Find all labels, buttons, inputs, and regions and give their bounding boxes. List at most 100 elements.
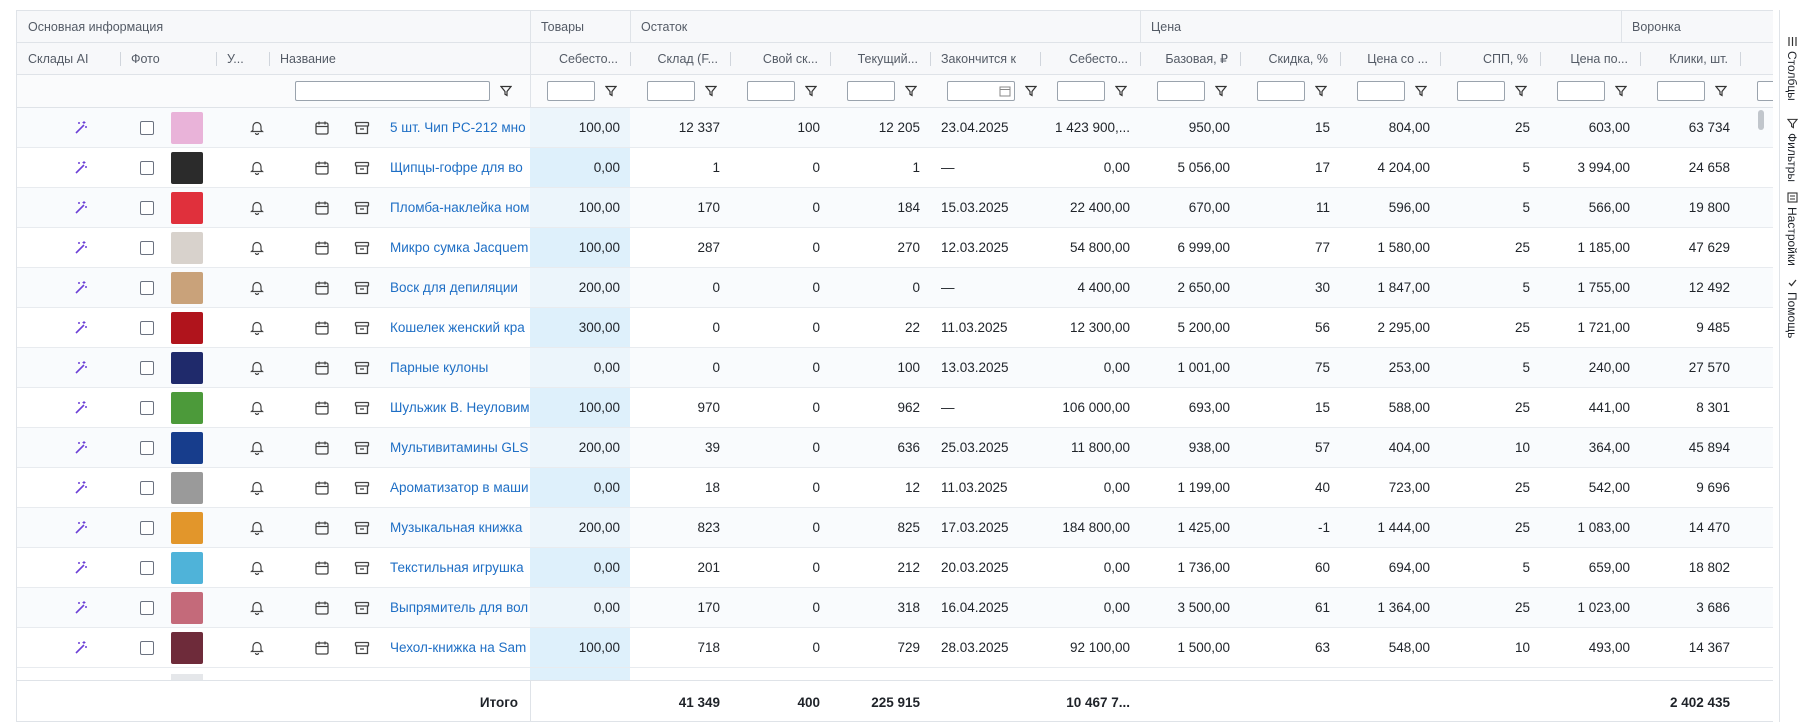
archive-box-icon[interactable] [354,148,372,187]
bell-icon[interactable] [250,268,266,307]
product-photo[interactable] [171,188,205,227]
product-name-link[interactable]: Кошелек женский кра [390,320,525,335]
magic-wand-icon[interactable] [73,388,93,427]
archive-box-icon[interactable] [354,348,372,387]
bell-icon[interactable] [250,308,266,347]
magic-wand-icon[interactable] [73,428,93,467]
row-checkbox[interactable] [140,468,158,507]
calendar-icon[interactable] [314,628,332,667]
archive-box-icon[interactable] [354,108,372,147]
magic-wand-icon[interactable] [73,228,93,267]
magic-wand-icon[interactable] [73,468,93,507]
column-header-current[interactable]: Текущий... [857,51,918,66]
filter-discount-input[interactable] [1257,81,1305,101]
column-header-ends[interactable]: Закончится к [941,51,1017,66]
filter-price-discount-input[interactable] [1357,81,1405,101]
table-row[interactable]: Микро сумка Jacquem 100,00 287 0 270 54 800,0… [17,228,1773,268]
product-name-link[interactable]: Шульжик В. Неуловим [390,400,530,415]
bell-icon[interactable] [250,588,266,627]
bell-icon[interactable] [250,628,266,667]
magic-wand-icon[interactable] [73,548,93,587]
calendar-icon[interactable] [314,268,332,307]
side-tab-filters[interactable]: Фильтры [1780,118,1803,182]
bell-icon[interactable] [250,428,266,467]
calendar-icon[interactable] [314,428,332,467]
product-photo[interactable] [171,228,205,267]
filter-funnel-icon[interactable] [1415,85,1427,97]
column-header-spp[interactable]: СПП, % [1482,51,1528,66]
filter-ends-date[interactable] [947,81,1015,101]
filter-funnel-icon[interactable] [705,85,717,97]
calendar-icon[interactable] [314,588,332,627]
calendar-icon[interactable] [314,508,332,547]
filter-funnel-icon[interactable] [1615,85,1627,97]
calendar-icon[interactable] [314,228,332,267]
filter-funnel-icon[interactable] [1025,85,1037,97]
magic-wand-icon[interactable] [73,148,93,187]
bell-icon[interactable] [250,108,266,147]
product-name-link[interactable]: Микро сумка Jacquem [390,240,529,255]
table-row[interactable]: Мультивитамины GLS 200,00 39 0 636 11 800,00 9… [17,428,1773,468]
filter-base-price-input[interactable] [1157,81,1205,101]
column-header-ai[interactable]: Склады AI [28,51,89,66]
bell-icon[interactable] [250,148,266,187]
magic-wand-icon[interactable] [73,348,93,387]
archive-box-icon[interactable] [354,628,372,667]
product-name-link[interactable]: Ароматизатор в маши [390,480,529,495]
archive-box-icon[interactable] [354,388,372,427]
table-row[interactable]: Выпрямитель для вол 0,00 170 0 318 0,00 3 500,… [17,588,1773,628]
row-checkbox[interactable] [140,308,158,347]
product-name-link[interactable]: Выпрямитель для вол [390,600,529,615]
table-row[interactable]: Музыкальная книжка 200,00 823 0 825 184 800,0… [17,508,1773,548]
row-checkbox[interactable] [140,508,158,547]
magic-wand-icon[interactable] [73,588,93,627]
calendar-icon[interactable] [314,388,332,427]
column-header-cost[interactable]: Себесто... [558,51,618,66]
side-tab-columns[interactable]: Столбцы [1780,36,1803,101]
calendar-icon[interactable] [314,148,332,187]
product-name-link[interactable]: Щипцы-гофре для во [390,160,523,175]
table-row[interactable]: Кошелек женский кра 300,00 0 0 22 12 300,00 5 … [17,308,1773,348]
filter-funnel-icon[interactable] [1715,85,1727,97]
filter-current-input[interactable] [847,81,895,101]
column-header-price-after[interactable]: Цена по... [1570,51,1628,66]
filter-funnel-icon[interactable] [1115,85,1127,97]
archive-box-icon[interactable] [354,508,372,547]
filter-cost-total-input[interactable] [1057,81,1105,101]
table-row[interactable]: Текстильная игрушка 0,00 201 0 212 0,00 1 736,… [17,548,1773,588]
row-checkbox[interactable] [140,388,158,427]
filter-spp-input[interactable] [1457,81,1505,101]
archive-box-icon[interactable] [354,468,372,507]
product-photo[interactable] [171,468,205,507]
calendar-icon[interactable] [314,548,332,587]
row-checkbox[interactable] [140,628,158,667]
product-name-link[interactable]: 5 шт. Чип PC-212 мно [390,120,526,135]
magic-wand-icon[interactable] [73,508,93,547]
row-checkbox[interactable] [140,228,158,267]
product-name-link[interactable]: Парные кулоны [390,360,489,375]
product-photo[interactable] [171,508,205,547]
filter-funnel-icon[interactable] [1215,85,1227,97]
filter-funnel-icon[interactable] [905,85,917,97]
archive-box-icon[interactable] [354,548,372,587]
product-photo[interactable] [171,428,205,467]
filter-funnel-icon[interactable] [1515,85,1527,97]
calendar-icon[interactable] [314,348,332,387]
magic-wand-icon[interactable] [73,188,93,227]
bell-icon[interactable] [250,188,266,227]
archive-box-icon[interactable] [354,428,372,467]
archive-box-icon[interactable] [354,308,372,347]
table-row[interactable]: Воск для депиляции 200,00 0 0 0 4 400,00 2 650… [17,268,1773,308]
row-checkbox[interactable] [140,268,158,307]
product-name-link[interactable]: Чехол-книжка на Sam [390,640,527,655]
filter-funnel-icon[interactable] [500,85,512,97]
archive-box-icon[interactable] [354,228,372,267]
column-header-notify[interactable]: У... [227,51,244,66]
column-header-stock-f[interactable]: Склад (F... [657,51,718,66]
table-row[interactable]: Щипцы-гофре для во 0,00 1 0 1 0,00 5 056,00 17 4… [17,148,1773,188]
row-checkbox[interactable] [140,348,158,387]
filter-funnel-icon[interactable] [805,85,817,97]
product-photo[interactable] [171,628,205,667]
archive-box-icon[interactable] [354,268,372,307]
column-header-name[interactable]: Название [280,51,336,66]
